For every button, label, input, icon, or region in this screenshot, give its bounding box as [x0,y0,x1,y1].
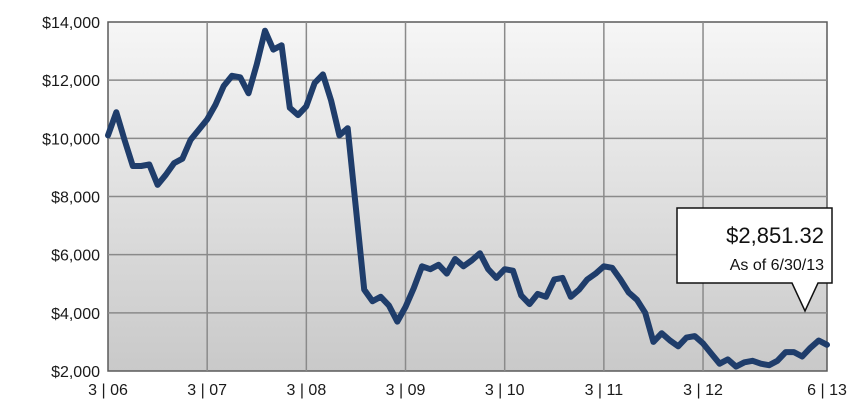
x-tick-label: 3 | 08 [286,382,326,399]
callout-value: $2,851.32 [726,223,824,248]
x-axis-ticks: 3 | 06 3 | 07 3 | 08 3 | 09 3 | 10 3 | 11 3 | … [88,382,847,399]
x-tick-label: 3 | 11 [585,382,624,399]
x-tick-label: 6 | 13 [807,382,847,399]
callout-box [676,207,833,313]
y-tick-label: $12,000 [42,73,100,90]
x-tick-label: 3 | 09 [386,382,426,399]
x-tick-label: 3 | 06 [88,382,128,399]
y-tick-label: $2,000 [51,364,100,381]
y-tick-label: $4,000 [51,306,100,323]
y-tick-label: $6,000 [51,248,100,265]
x-tick-label: 3 | 12 [683,382,723,399]
y-tick-label: $14,000 [42,15,100,32]
callout-date: As of 6/30/13 [730,257,824,274]
x-tick-label: 3 | 10 [485,382,525,399]
callout: $2,851.32 As of 6/30/13 [676,207,833,313]
y-tick-label: $10,000 [42,131,100,148]
gridlines [108,22,827,371]
series-line [105,27,830,370]
y-tick-label: $8,000 [51,190,100,207]
x-tick-label: 3 | 07 [187,382,227,399]
y-axis-ticks: $2,000 $4,000 $6,000 $8,000 $10,000 $12,000 $1… [42,15,100,381]
